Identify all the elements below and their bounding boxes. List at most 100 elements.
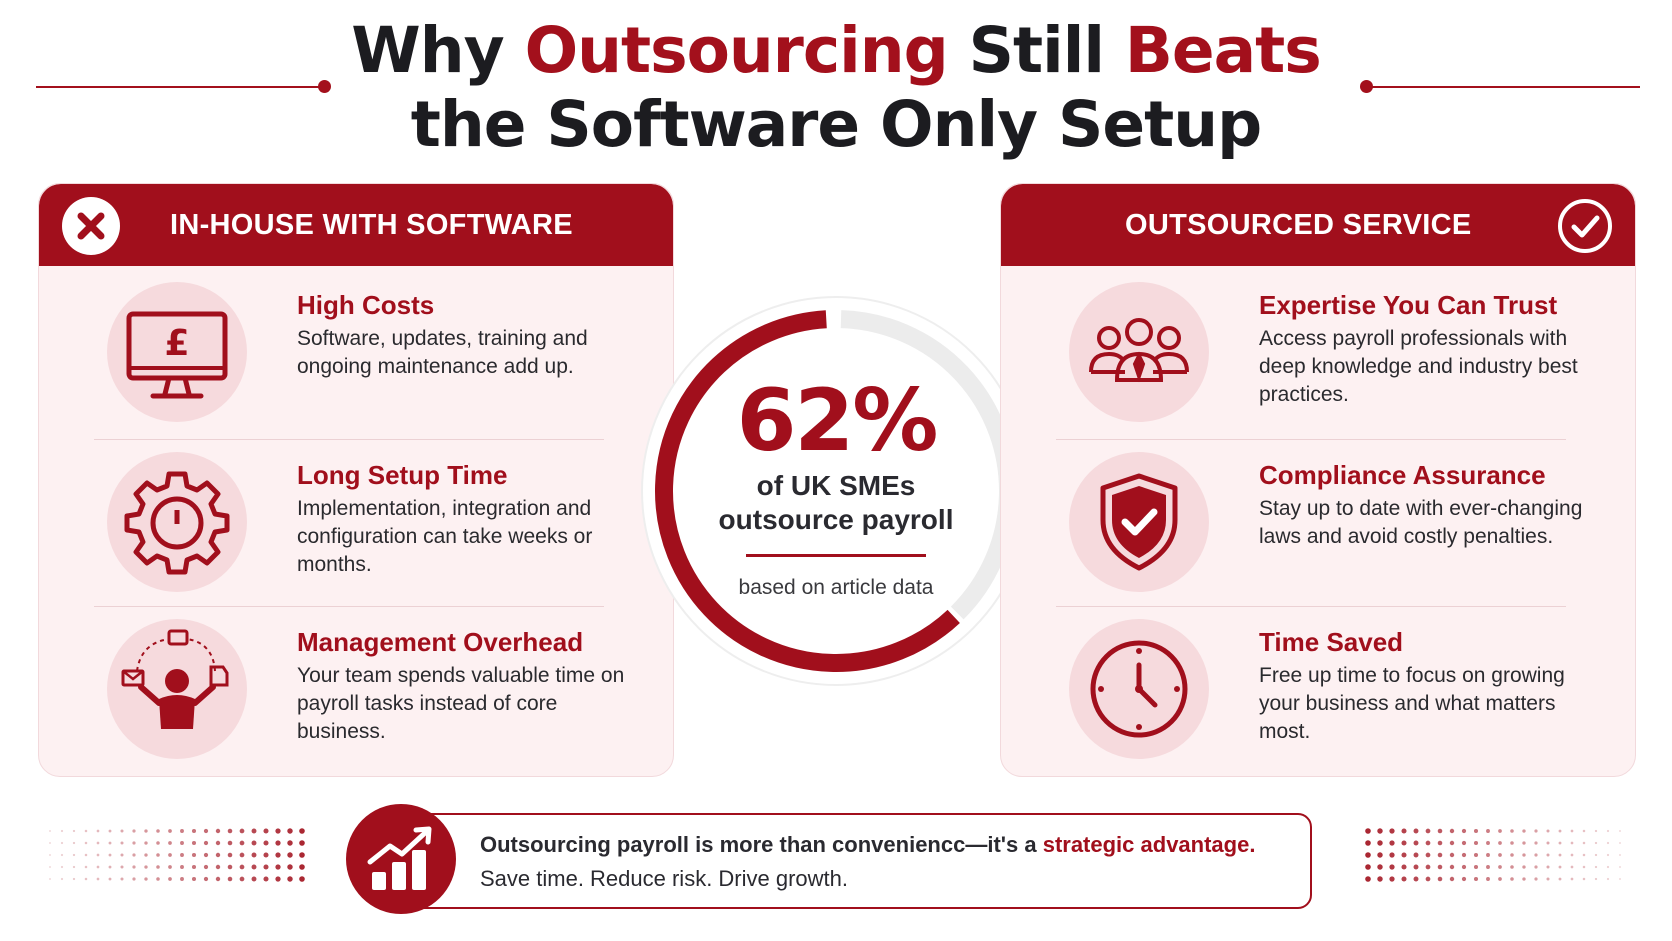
decorative-dot <box>60 853 64 857</box>
decorative-dot <box>168 829 172 833</box>
list-item: Compliance Assurance Stay up to date wit… <box>1001 449 1635 599</box>
decorative-dot <box>263 828 269 834</box>
decorative-dot <box>60 865 64 869</box>
decorative-dot <box>120 865 124 869</box>
clock-icon <box>1090 640 1188 738</box>
decorative-dot <box>1473 876 1479 882</box>
decorative-dot <box>49 878 51 880</box>
decorative-dot <box>263 864 269 870</box>
decorative-dot <box>1486 829 1490 833</box>
decorative-dot <box>203 828 209 834</box>
item-desc: Software, updates, training and ongoing … <box>297 327 588 378</box>
decorative-dot <box>1449 828 1455 834</box>
decorative-dot <box>239 840 245 846</box>
title-accent-outsourcing: Outsourcing <box>524 14 949 87</box>
decorative-dot <box>1389 828 1395 834</box>
icon-circle: £ <box>107 282 247 422</box>
decorative-dot <box>227 852 233 858</box>
decorative-dot <box>191 864 197 870</box>
stat-label: of UK SMEs outsource payroll <box>718 470 954 535</box>
decorative-dot <box>1558 853 1562 857</box>
decorative-dot <box>1522 853 1526 857</box>
decorative-dot <box>287 852 293 858</box>
decorative-dot <box>84 865 88 869</box>
decorative-dot <box>84 841 88 845</box>
svg-text:£: £ <box>164 323 189 364</box>
decorative-dot <box>1558 877 1562 881</box>
decorative-dot <box>1498 829 1502 833</box>
decorative-dot <box>1522 829 1526 833</box>
decorative-dot <box>144 877 148 881</box>
decorative-dot <box>1437 852 1443 858</box>
decorative-dot <box>96 853 100 857</box>
in-house-panel-header: IN-HOUSE WITH SOFTWARE <box>39 184 673 266</box>
ring-progress <box>655 310 1017 672</box>
decorative-dot <box>108 841 112 845</box>
decorative-dot <box>1510 829 1514 833</box>
decorative-dot <box>1534 865 1538 869</box>
decorative-dot <box>275 864 281 870</box>
decorative-dot <box>72 829 76 833</box>
in-house-panel: IN-HOUSE WITH SOFTWARE £ High Costs Soft… <box>38 183 674 777</box>
decorative-dot <box>180 853 184 857</box>
decorative-dot <box>1498 877 1502 881</box>
decorative-dot <box>1437 840 1443 846</box>
decorative-dot <box>299 828 305 834</box>
decorative-dot <box>287 840 293 846</box>
page-title: Why Outsourcing Still Beats the Software… <box>0 14 1672 162</box>
decorative-dot <box>1449 852 1455 858</box>
decorative-dot <box>1606 829 1610 833</box>
decorative-dot <box>1510 877 1514 881</box>
decorative-dot <box>156 829 160 833</box>
decorative-dot <box>96 877 100 881</box>
title-line-2: the Software Only Setup <box>410 88 1262 161</box>
divider <box>94 439 604 440</box>
decorative-dot <box>1389 864 1395 870</box>
title-rule-dot-right <box>1360 80 1373 93</box>
decorative-dot <box>299 876 305 882</box>
outsourced-panel-header: OUTSOURCED SERVICE <box>1001 184 1635 266</box>
icon-circle <box>1069 619 1209 759</box>
decorative-dot <box>84 829 88 833</box>
stat-ring: 62% of UK SMEs outsource payroll based o… <box>634 289 1039 694</box>
decorative-dot <box>96 841 100 845</box>
decorative-dot <box>1449 864 1455 870</box>
decorative-dot <box>168 841 172 845</box>
gear-clock-icon <box>124 471 230 575</box>
decorative-dot <box>191 876 197 882</box>
decorative-dot <box>108 829 112 833</box>
decorative-dot <box>1582 865 1586 869</box>
item-title: Long Setup Time <box>297 460 508 490</box>
decorative-dot <box>263 852 269 858</box>
decorative-dot <box>239 828 245 834</box>
list-item: £ High Costs Software, updates, training… <box>39 279 673 429</box>
decorative-dot <box>144 829 148 833</box>
decorative-dot <box>1377 840 1383 846</box>
decorative-dot <box>1401 828 1407 834</box>
juggling-person-icon <box>121 629 229 729</box>
decorative-dot <box>227 840 233 846</box>
decorative-dot <box>1365 828 1371 834</box>
decorative-dot <box>1498 865 1502 869</box>
decorative-dot <box>1570 829 1574 833</box>
decorative-dot <box>227 876 233 882</box>
decorative-dot <box>1619 854 1621 856</box>
decorative-dot <box>144 853 148 857</box>
decorative-dot <box>191 828 197 834</box>
decorative-dot <box>1570 841 1574 845</box>
decorative-dot <box>1449 876 1455 882</box>
divider <box>1056 439 1566 440</box>
decorative-dot <box>49 842 51 844</box>
growth-chart-icon <box>367 826 432 890</box>
decorative-dot <box>1425 876 1431 882</box>
decorative-dot <box>132 841 136 845</box>
decorative-dot <box>239 852 245 858</box>
decorative-dot <box>203 864 209 870</box>
in-house-panel-title: IN-HOUSE WITH SOFTWARE <box>170 209 573 241</box>
banner-accent: strategic advantage. <box>1042 832 1256 857</box>
decorative-dot <box>1534 877 1538 881</box>
title-rule-left <box>36 86 324 88</box>
list-item: Management Overhead Your team spends val… <box>39 616 673 766</box>
decorative-dot <box>1510 853 1514 857</box>
decorative-dot <box>203 840 209 846</box>
